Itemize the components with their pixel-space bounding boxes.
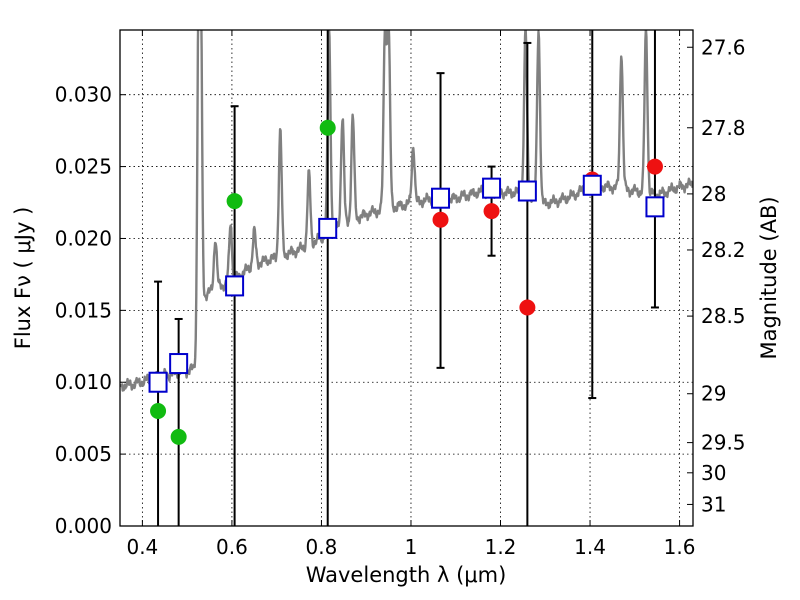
model-photometry-square [431, 187, 451, 209]
x-tick-label: 1.4 [574, 535, 606, 559]
y-tick-label: 0.030 [55, 83, 112, 107]
x-tick-label: 1.2 [485, 535, 517, 559]
mag-tick-label: 27.8 [701, 116, 746, 140]
x-tick-label: 0.8 [306, 535, 338, 559]
model-photometry-square [517, 180, 537, 202]
mag-tick-label: 31 [701, 492, 726, 516]
model-photometry-square [645, 196, 665, 218]
nir-data-point [646, 158, 663, 175]
model-photometry-square [582, 174, 602, 196]
x-tick-label: 1 [405, 535, 418, 559]
mag-tick-label: 28.5 [701, 304, 746, 328]
y-tick-label: 0.000 [55, 514, 112, 538]
y-tick-label: 0.010 [55, 370, 112, 394]
y-tick-label: 0.020 [55, 226, 112, 250]
axis-ticks: 0.4 0.6 0.8 1 1.2 1.4 1.6 0.000 0.005 0.010 0.015 0… [55, 30, 746, 559]
points-layer [150, 119, 663, 445]
y-tick-label: 0.025 [55, 155, 112, 179]
mag-tick-label: 29.5 [701, 431, 746, 455]
optical-data-point [319, 119, 336, 136]
mag-tick-label: 27.6 [701, 35, 746, 59]
x-tick-label: 1.6 [664, 535, 696, 559]
plot-frame [119, 29, 694, 527]
squares-layer [148, 174, 665, 393]
mag-tick-label: 30 [701, 461, 726, 485]
y-tick-label: 0.015 [55, 298, 112, 322]
y-axis-label: Flux Fν ( μJy ) [11, 207, 35, 350]
x-axis-label: Wavelength λ (μm) [306, 563, 507, 587]
nir-data-point [519, 299, 536, 316]
nir-data-point [432, 211, 449, 228]
optical-data-point [170, 428, 187, 445]
optical-data-point [150, 402, 167, 419]
model-photometry-square [482, 177, 502, 199]
mag-tick-label: 28 [701, 182, 726, 206]
model-photometry-square [169, 353, 189, 375]
mag-tick-label: 28.2 [701, 238, 746, 262]
x-tick-label: 0.4 [126, 535, 158, 559]
y-tick-label: 0.005 [55, 442, 112, 466]
y2-axis-label: Magnitude (AB) [757, 196, 781, 359]
x-tick-label: 0.6 [216, 535, 248, 559]
model-photometry-square [318, 217, 338, 239]
nir-data-point [483, 203, 500, 220]
mag-tick-label: 29 [701, 382, 726, 406]
model-photometry-square [148, 371, 168, 393]
model-photometry-square [225, 275, 245, 297]
optical-data-point [226, 193, 243, 210]
